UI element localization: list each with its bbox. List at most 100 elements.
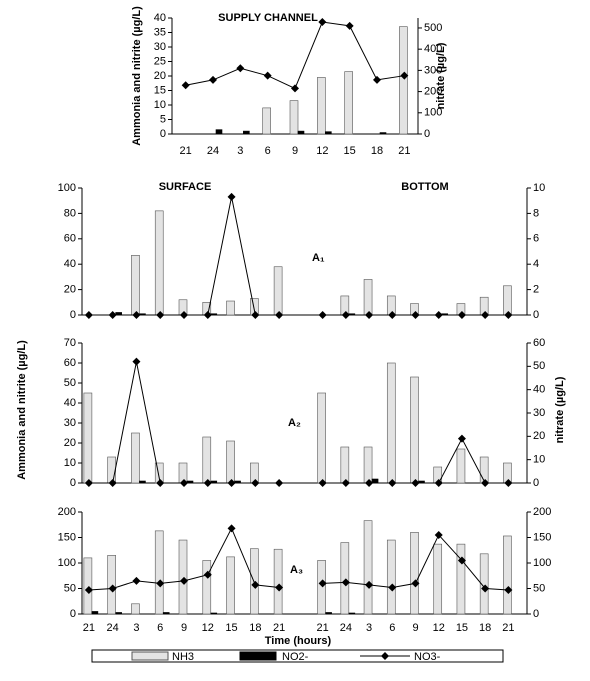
marker <box>481 584 490 593</box>
marker <box>156 479 165 487</box>
marker <box>341 578 350 587</box>
marker <box>411 479 420 487</box>
x-tick-label: 6 <box>265 145 271 157</box>
bar <box>250 462 259 484</box>
legend-swatch <box>131 651 169 661</box>
marker <box>457 434 466 443</box>
bar <box>91 611 99 615</box>
y-tick-label: 0 <box>160 128 166 140</box>
y-tick-label: 60 <box>64 357 76 369</box>
x-tick-label: 18 <box>479 622 491 634</box>
bar <box>340 446 350 484</box>
y2-tick-label: 50 <box>533 582 545 594</box>
y-tick-label: 200 <box>58 506 76 518</box>
bar <box>162 612 170 615</box>
bar <box>325 612 332 615</box>
bar <box>226 556 235 615</box>
x-tick-label: 6 <box>157 622 163 634</box>
x-tick-label: 21 <box>316 622 328 634</box>
bar <box>317 392 326 484</box>
y2-axis-label: nitrate (µg/L) <box>435 42 447 109</box>
marker <box>291 84 299 93</box>
bar <box>215 129 223 135</box>
y2-tick-label: 0 <box>533 309 539 321</box>
bar <box>363 446 373 484</box>
y2-tick-label: 100 <box>533 557 551 569</box>
y2-tick-label: 2 <box>533 284 539 296</box>
y2-tick-label: 0 <box>424 128 430 140</box>
x-tick-label: 15 <box>456 622 468 634</box>
bar <box>273 266 283 316</box>
y2-tick-label: 10 <box>533 454 545 466</box>
marker <box>108 311 117 319</box>
bar <box>226 300 235 316</box>
bar <box>503 535 512 615</box>
marker <box>203 311 212 319</box>
marker <box>457 556 466 565</box>
marker <box>434 530 443 539</box>
marker <box>156 311 165 319</box>
legend-box <box>91 649 504 663</box>
y2-tick-label: 8 <box>533 207 539 219</box>
column-title: BOTTOM <box>401 181 448 193</box>
bar <box>83 392 93 484</box>
bar <box>363 520 373 615</box>
y-tick-label: 30 <box>154 41 166 53</box>
y2-tick-label: 30 <box>533 407 545 419</box>
x-tick-label: 21 <box>502 622 514 634</box>
bar <box>386 539 396 615</box>
y2-tick-label: 400 <box>424 43 442 55</box>
bar <box>325 131 332 135</box>
bar <box>210 313 218 316</box>
marker <box>209 75 217 84</box>
marker <box>203 570 212 579</box>
y-tick-label: 10 <box>64 457 76 469</box>
y-tick-label: 100 <box>58 182 76 194</box>
bar <box>289 100 299 135</box>
marker <box>251 580 260 589</box>
marker <box>481 311 490 319</box>
y-tick-label: 0 <box>70 309 76 321</box>
marker <box>251 311 260 319</box>
marker <box>108 584 117 593</box>
marker <box>180 576 188 585</box>
marker <box>504 311 513 319</box>
x-tick-label: 12 <box>202 622 214 634</box>
y-tick-label: 40 <box>64 397 76 409</box>
bar <box>202 436 212 484</box>
marker <box>504 586 513 595</box>
y-axis-label: Ammonia and nitrite (µg/L) <box>131 6 143 146</box>
y2-tick-label: 40 <box>533 384 545 396</box>
bar <box>131 255 140 316</box>
bar <box>131 432 140 484</box>
marker <box>275 311 284 319</box>
marker <box>365 479 374 487</box>
marker <box>227 524 236 533</box>
line <box>88 196 280 316</box>
bar <box>340 542 350 615</box>
y-tick-label: 25 <box>154 55 166 67</box>
x-tick-label: 15 <box>225 622 237 634</box>
y2-tick-label: 150 <box>533 531 551 543</box>
marker <box>504 479 513 487</box>
panel-title: SUPPLY CHANNEL <box>218 12 318 24</box>
y-tick-label: 10 <box>154 99 166 111</box>
y2-tick-label: 200 <box>424 85 442 97</box>
marker <box>108 479 117 487</box>
bar <box>243 130 250 135</box>
marker <box>388 479 397 487</box>
bar <box>178 539 188 615</box>
y2-tick-label: 10 <box>533 182 545 194</box>
y2-tick-label: 6 <box>533 233 539 245</box>
x-tick-label: 9 <box>181 622 187 634</box>
marker <box>318 311 327 319</box>
marker <box>84 311 93 319</box>
bar <box>433 543 443 615</box>
marker <box>275 583 284 592</box>
y2-tick-label: 4 <box>533 258 539 270</box>
marker <box>275 479 284 487</box>
x-tick-label: 21 <box>398 145 410 157</box>
marker <box>227 479 236 487</box>
panel-label: A₂ <box>288 417 301 429</box>
marker <box>318 18 327 27</box>
